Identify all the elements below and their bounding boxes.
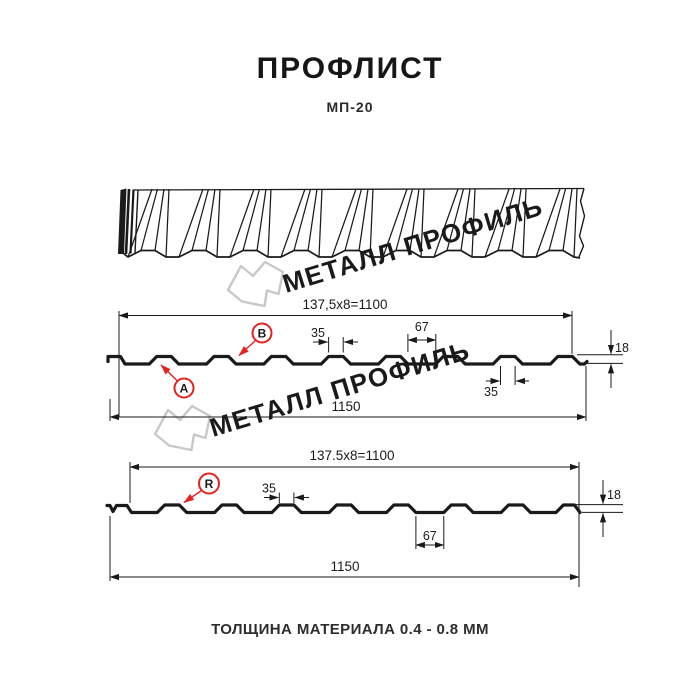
cross-section-bottom: 137.5x8=1100 R 35: [105, 448, 623, 587]
svg-text:R: R: [205, 477, 214, 491]
dim-rib-bottom-value: 35: [484, 385, 498, 399]
profile-model-label: МП-20: [326, 99, 374, 115]
sheet-3d-view: [118, 187, 586, 259]
material-thickness-note: ТОЛЩИНА МАТЕРИАЛА 0.4 - 0.8 ММ: [211, 621, 489, 638]
svg-text:B: B: [258, 327, 267, 341]
callout-marker-b: B: [238, 322, 273, 357]
dim-full-width: 1150: [330, 559, 359, 574]
dim-valley: [407, 334, 437, 352]
dim-valley-value: 67: [415, 320, 429, 334]
dim-coverage-width: 137,5x8=1100: [303, 297, 388, 312]
dim-rib-bottom: [486, 366, 529, 385]
dim-height-value: 18: [607, 488, 621, 502]
page-title: ПРОФЛИСТ: [256, 52, 444, 85]
dim-full-width: 1150: [331, 399, 360, 414]
profile-outline: [106, 354, 589, 366]
dim-height-value: 18: [615, 341, 629, 355]
watermark-lower: МЕТАЛЛ ПРОФИЛЬ: [153, 335, 474, 452]
dim-valley-value: 67: [423, 529, 437, 543]
dim-height: [576, 480, 623, 537]
profile-outline: [105, 503, 582, 515]
dim-rib-top: [264, 492, 309, 503]
watermark-text: МЕТАЛЛ ПРОФИЛЬ: [206, 335, 474, 443]
cross-section-top: 137,5x8=1100 A B 35: [106, 297, 629, 421]
metal-profil-logo-icon: [226, 260, 285, 308]
svg-text:A: A: [180, 382, 189, 396]
sheet-cut-edge: [118, 188, 127, 254]
dim-valley: [415, 516, 445, 549]
callout-marker-a: A: [160, 364, 195, 399]
callout-marker-r: R: [183, 472, 220, 504]
metal-profil-logo-icon: [153, 404, 212, 452]
dim-height: [577, 330, 623, 388]
dim-rib-top: [313, 337, 358, 353]
dim-rib-top-value: 35: [262, 482, 276, 496]
dim-coverage-width: 137.5x8=1100: [310, 448, 395, 463]
dim-rib-top-value: 35: [311, 326, 325, 340]
